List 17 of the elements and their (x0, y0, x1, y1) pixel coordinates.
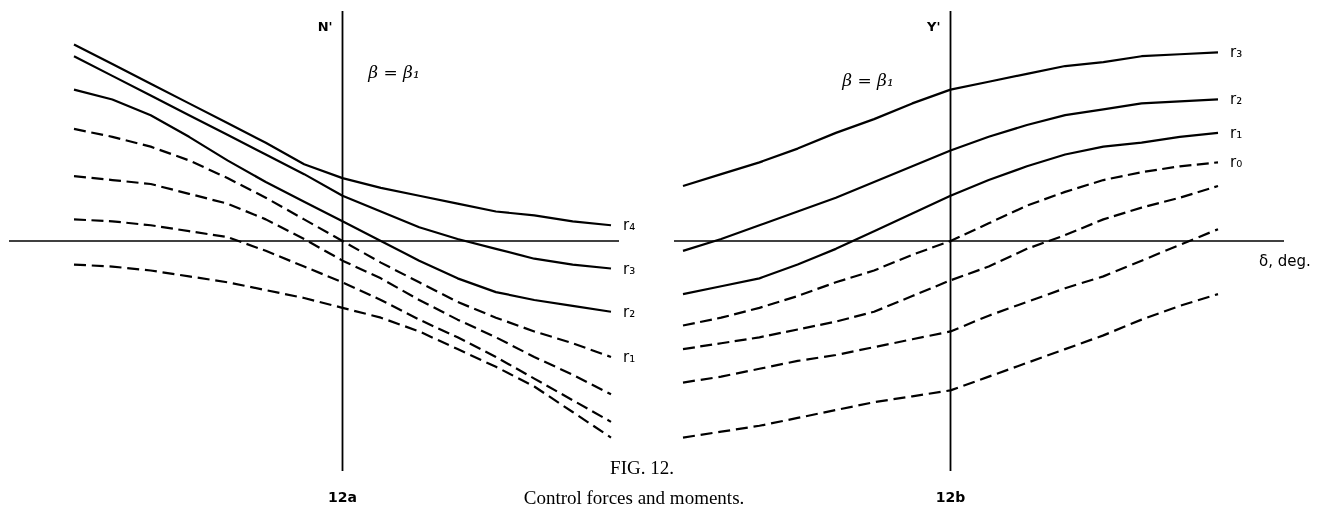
annotation: β = β₁ (367, 62, 420, 82)
y-axis-title: N' (317, 19, 333, 34)
series-label: r₂ (623, 302, 636, 321)
x-axis-title: δ, deg. (1259, 252, 1311, 270)
series-label: r₁ (1230, 123, 1243, 142)
caption: FIG. 12. (610, 457, 674, 478)
series-label: r₂ (1230, 90, 1243, 109)
text: 12b (935, 489, 966, 505)
text: 12a (328, 489, 357, 505)
series-label: r₃ (623, 259, 636, 278)
y-axis-title: Y' (926, 19, 941, 34)
series-label: r₄ (623, 216, 636, 235)
series-label: r₃ (1230, 43, 1243, 62)
text: Control forces and moments. (523, 487, 745, 508)
annotation: β = β₁ (841, 70, 894, 90)
series-label: r₁ (623, 347, 636, 366)
series-label: r₀ (1230, 153, 1243, 172)
